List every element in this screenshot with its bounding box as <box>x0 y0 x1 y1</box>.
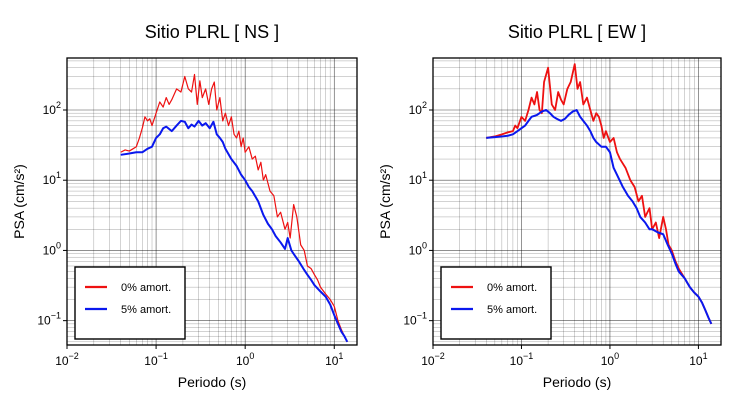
x-tick-exponent: 0 <box>249 351 254 361</box>
x-tick-exponent: −2 <box>435 351 445 361</box>
series-line-damped <box>486 108 713 325</box>
x-tick-base: 10 <box>601 354 615 368</box>
legend: 0% amort. 5% amort. <box>440 266 552 340</box>
y-tick-exponent: −1 <box>417 311 427 321</box>
y-tick-base: 10 <box>409 103 423 117</box>
x-tick-label: 10−1 <box>144 351 168 368</box>
y-tick-base: 10 <box>403 314 417 328</box>
x-tick-label: 101 <box>689 351 707 368</box>
x-tick-base: 10 <box>421 354 435 368</box>
x-tick-base: 10 <box>325 354 339 368</box>
x-axis-label: Periodo (s) <box>178 374 246 390</box>
x-tick-base: 10 <box>55 354 69 368</box>
y-tick-label: 101 <box>409 170 427 187</box>
y-tick-base: 10 <box>43 103 57 117</box>
x-tick-exponent: −1 <box>158 351 168 361</box>
y-tick-base: 10 <box>37 314 51 328</box>
y-tick-label: 10−1 <box>403 311 427 328</box>
legend-label: 0% amort. <box>121 282 171 294</box>
series-line-damped <box>120 119 349 343</box>
legend-box <box>440 266 552 340</box>
x-tick-base: 10 <box>236 354 250 368</box>
x-tick-label: 100 <box>601 351 619 368</box>
y-tick-label: 10−1 <box>37 311 61 328</box>
series-line-undamped <box>120 73 348 343</box>
x-tick-base: 10 <box>144 354 158 368</box>
y-axis-label: PSA (cm/s²) <box>377 164 393 239</box>
plot-frame <box>66 57 358 346</box>
y-tick-exponent: 2 <box>56 100 61 110</box>
x-tick-label: 101 <box>325 351 343 368</box>
x-tick-exponent: 1 <box>703 351 708 361</box>
y-tick-exponent: −1 <box>51 311 61 321</box>
y-tick-label: 101 <box>43 170 61 187</box>
chart-title: Sitio PLRL [ EW ] <box>508 22 646 42</box>
x-tick-base: 10 <box>689 354 703 368</box>
x-tick-label: 10−2 <box>421 351 445 368</box>
legend-box <box>74 266 186 340</box>
y-tick-base: 10 <box>43 173 57 187</box>
x-tick-exponent: 1 <box>338 351 343 361</box>
y-tick-label: 100 <box>43 240 61 257</box>
x-tick-exponent: 0 <box>614 351 619 361</box>
y-tick-base: 10 <box>409 173 423 187</box>
x-tick-label: 100 <box>236 351 254 368</box>
x-tick-base: 10 <box>510 354 524 368</box>
y-tick-label: 100 <box>409 240 427 257</box>
x-tick-exponent: −2 <box>69 351 79 361</box>
plot-frame <box>432 57 722 346</box>
y-tick-exponent: 1 <box>56 170 61 180</box>
y-tick-label: 102 <box>409 100 427 117</box>
legend-label: 0% amort. <box>487 282 537 294</box>
series-line-undamped <box>486 63 713 325</box>
series-group <box>486 63 713 325</box>
y-axis-label: PSA (cm/s²) <box>11 164 27 239</box>
y-tick-label: 102 <box>43 100 61 117</box>
legend-label: 5% amort. <box>121 304 171 316</box>
y-tick-exponent: 0 <box>422 240 427 250</box>
chart-title: Sitio PLRL [ NS ] <box>145 22 279 42</box>
legend-label: 5% amort. <box>487 304 537 316</box>
series-group <box>120 73 349 343</box>
x-tick-exponent: −1 <box>523 351 533 361</box>
y-tick-exponent: 0 <box>56 240 61 250</box>
x-axis-label: Periodo (s) <box>543 374 611 390</box>
y-tick-exponent: 2 <box>422 100 427 110</box>
y-tick-base: 10 <box>43 243 57 257</box>
y-tick-base: 10 <box>409 243 423 257</box>
y-tick-exponent: 1 <box>422 170 427 180</box>
x-tick-label: 10−2 <box>55 351 79 368</box>
legend: 0% amort. 5% amort. <box>74 266 186 340</box>
x-tick-label: 10−1 <box>510 351 534 368</box>
